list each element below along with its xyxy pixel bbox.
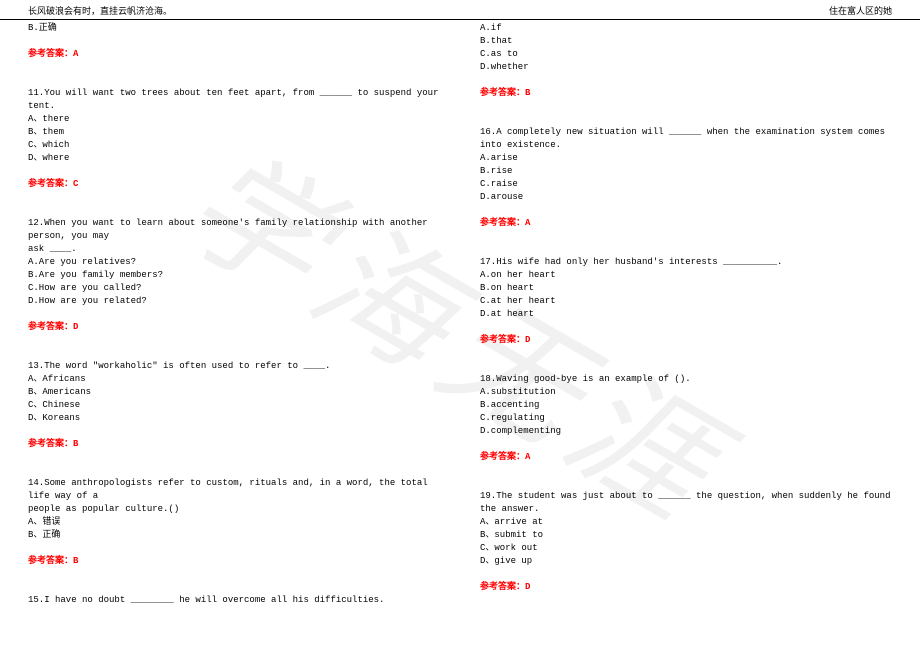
header-left: 长风破浪会有时，直挂云帆济沧海。 <box>28 4 172 17</box>
q19-a: A、arrive at <box>480 516 892 529</box>
q14-stem-2: people as popular culture.() <box>28 503 440 516</box>
q12-stem-1: 12.When you want to learn about someone'… <box>28 217 440 243</box>
q15-stem: 15.I have no doubt ________ he will over… <box>28 594 440 607</box>
q14-b: B、正确 <box>28 529 440 542</box>
q16-d: D.arouse <box>480 191 892 204</box>
q17-d: D.at heart <box>480 308 892 321</box>
right-column: A.if B.that C.as to D.whether 参考答案：B 16.… <box>460 20 892 607</box>
q18-stem: 18.Waving good-bye is an example of (). <box>480 373 892 386</box>
q17-b: B.on heart <box>480 282 892 295</box>
q19-c: C、work out <box>480 542 892 555</box>
q13-b: B、Americans <box>28 386 440 399</box>
q14-a: A、错误 <box>28 516 440 529</box>
q12-stem-2: ask ____. <box>28 243 440 256</box>
q17-stem: 17.His wife had only her husband's inter… <box>480 256 892 269</box>
q19-stem: 19.The student was just about to ______ … <box>480 490 892 516</box>
q17-c: C.at her heart <box>480 295 892 308</box>
q14-answer: 参考答案：B <box>28 555 440 568</box>
q15-c: C.as to <box>480 48 892 61</box>
q15-b: B.that <box>480 35 892 48</box>
q11-answer: 参考答案：C <box>28 178 440 191</box>
q13-answer: 参考答案：B <box>28 438 440 451</box>
q11-d: D、where <box>28 152 440 165</box>
q18-c: C.regulating <box>480 412 892 425</box>
answer-prev: 参考答案：A <box>28 48 440 61</box>
header-right: 住在富人区的她 <box>829 4 892 17</box>
q11-a: A、there <box>28 113 440 126</box>
q11-c: C、which <box>28 139 440 152</box>
q15-answer: 参考答案：B <box>480 87 892 100</box>
q17-a: A.on her heart <box>480 269 892 282</box>
q15-d: D.whether <box>480 61 892 74</box>
q18-answer: 参考答案：A <box>480 451 892 464</box>
q11-b: B、them <box>28 126 440 139</box>
q17-answer: 参考答案：D <box>480 334 892 347</box>
q18-b: B.accenting <box>480 399 892 412</box>
q12-d: D.How are you related? <box>28 295 440 308</box>
q12-a: A.Are you relatives? <box>28 256 440 269</box>
q15-a: A.if <box>480 22 892 35</box>
option-b-prev: B.正确 <box>28 22 440 35</box>
q16-answer: 参考答案：A <box>480 217 892 230</box>
q18-d: D.complementing <box>480 425 892 438</box>
q16-b: B.rise <box>480 165 892 178</box>
q14-stem-1: 14.Some anthropologists refer to custom,… <box>28 477 440 503</box>
q13-stem: 13.The word "workaholic" is often used t… <box>28 360 440 373</box>
q16-a: A.arise <box>480 152 892 165</box>
q18-a: A.substitution <box>480 386 892 399</box>
q13-d: D、Koreans <box>28 412 440 425</box>
content-columns: B.正确 参考答案：A 11.You will want two trees a… <box>0 20 920 607</box>
q12-b: B.Are you family members? <box>28 269 440 282</box>
q19-b: B、submit to <box>480 529 892 542</box>
q12-c: C.How are you called? <box>28 282 440 295</box>
q13-c: C、Chinese <box>28 399 440 412</box>
left-column: B.正确 参考答案：A 11.You will want two trees a… <box>28 20 460 607</box>
q12-answer: 参考答案：D <box>28 321 440 334</box>
page-header: 长风破浪会有时，直挂云帆济沧海。 住在富人区的她 <box>0 0 920 20</box>
q19-answer: 参考答案：D <box>480 581 892 594</box>
q13-a: A、Africans <box>28 373 440 386</box>
q16-stem: 16.A completely new situation will _____… <box>480 126 892 152</box>
q16-c: C.raise <box>480 178 892 191</box>
q19-d: D、give up <box>480 555 892 568</box>
q11-stem: 11.You will want two trees about ten fee… <box>28 87 440 113</box>
